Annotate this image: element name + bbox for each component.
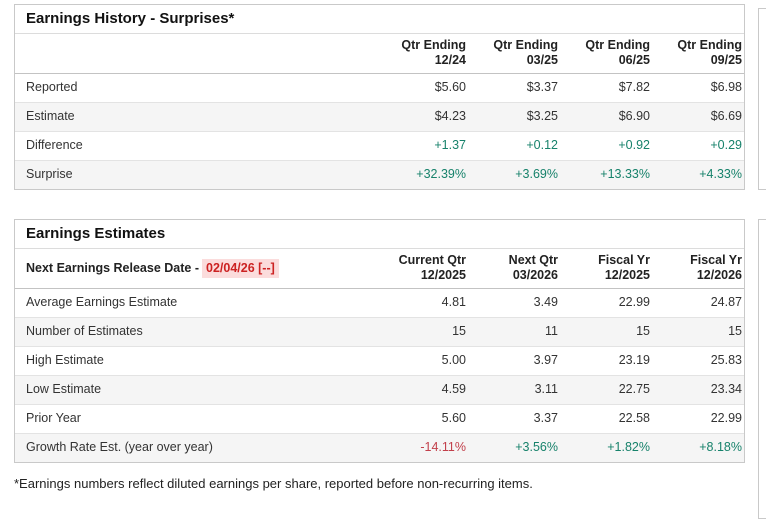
table-cell: $7.82 — [618, 80, 650, 94]
empty-header-cell — [15, 34, 376, 74]
table-cell: $6.98 — [710, 80, 742, 94]
next-earnings-release-label: Next Earnings Release Date - — [26, 260, 199, 275]
column-header-line1: Next Qtr — [508, 253, 558, 267]
table-cell: 15 — [652, 317, 744, 347]
row-number-of-estimates: Number of Estimates 15 11 15 15 — [15, 317, 744, 347]
row-label: High Estimate — [15, 346, 376, 376]
row-surprise: Surprise +32.39% +3.69% +13.33% +4.33% — [15, 160, 744, 189]
column-header-line1: Qtr Ending — [493, 38, 558, 52]
column-header-fiscal-yr-2026: Fiscal Yr 12/2026 — [652, 249, 744, 289]
earnings-history-header-row: Qtr Ending 12/24 Qtr Ending 03/25 Qtr Endi… — [15, 34, 744, 74]
column-header-current-qtr: Current Qtr 12/2025 — [376, 249, 468, 289]
earnings-estimates-header-row: Next Earnings Release Date -02/04/26 [--… — [15, 249, 744, 289]
row-growth-rate-est: Growth Rate Est. (year over year) -14.11… — [15, 433, 744, 462]
table-cell: 22.58 — [560, 404, 652, 434]
row-estimate: Estimate $4.23 $3.25 $6.90 $6.69 — [15, 102, 744, 132]
column-header-line2: 09/25 — [710, 53, 742, 67]
column-header-line2: 03/25 — [526, 53, 558, 67]
table-cell: 3.49 — [533, 295, 558, 309]
row-prior-year: Prior Year 5.60 3.37 22.58 22.99 — [15, 404, 744, 434]
row-label: Average Earnings Estimate — [26, 295, 178, 309]
column-header-line1: Fiscal Yr — [690, 253, 742, 267]
row-label: Surprise — [15, 160, 376, 189]
row-label: Number of Estimates — [15, 317, 376, 347]
column-header-line1: Current Qtr — [398, 253, 466, 267]
row-reported: Reported $5.60 $3.37 $7.82 $6.98 — [15, 74, 744, 103]
table-cell: 3.37 — [468, 404, 560, 434]
column-header-line2: 12/2026 — [696, 268, 742, 282]
earnings-estimates-title: Earnings Estimates — [15, 220, 744, 249]
table-cell: 5.00 — [376, 346, 468, 376]
row-difference: Difference +1.37 +0.12 +0.92 +0.29 — [15, 131, 744, 161]
table-cell: 15 — [376, 317, 468, 347]
column-header-next-qtr: Next Qtr 03/2026 — [468, 249, 560, 289]
earnings-history-table: Qtr Ending 12/24 Qtr Ending 03/25 Qtr Endi… — [15, 34, 744, 189]
row-label: Difference — [15, 131, 376, 161]
column-header-line2: 12/24 — [434, 53, 466, 67]
column-header-qtr-0625: Qtr Ending 06/25 — [560, 34, 652, 74]
row-label: Reported — [26, 80, 78, 94]
table-cell: $6.90 — [560, 102, 652, 132]
row-label: Growth Rate Est. (year over year) — [15, 433, 376, 462]
table-cell: +4.33% — [652, 160, 744, 189]
table-cell: +1.82% — [560, 433, 652, 462]
table-cell: 23.34 — [652, 375, 744, 405]
table-cell: +0.92 — [560, 131, 652, 161]
table-cell: $3.37 — [526, 80, 558, 94]
table-cell: 3.11 — [468, 375, 560, 405]
earnings-estimates-panel: Earnings Estimates Next Earnings Release… — [14, 219, 745, 463]
table-cell: 4.59 — [376, 375, 468, 405]
column-header-line1: Qtr Ending — [585, 38, 650, 52]
row-high-estimate: High Estimate 5.00 3.97 23.19 25.83 — [15, 346, 744, 376]
table-cell: +32.39% — [376, 160, 468, 189]
earnings-estimates-table: Next Earnings Release Date -02/04/26 [--… — [15, 249, 744, 462]
column-header-qtr-1224: Qtr Ending 12/24 — [376, 34, 468, 74]
table-cell: 5.60 — [376, 404, 468, 434]
table-cell: +0.12 — [468, 131, 560, 161]
table-cell: 23.19 — [560, 346, 652, 376]
row-label: Prior Year — [15, 404, 376, 434]
table-cell: $5.60 — [434, 80, 466, 94]
column-header-fiscal-yr-2025: Fiscal Yr 12/2025 — [560, 249, 652, 289]
table-cell: +3.69% — [468, 160, 560, 189]
column-header-line2: 12/2025 — [604, 268, 650, 282]
table-cell: 15 — [560, 317, 652, 347]
earnings-history-title: Earnings History - Surprises* — [15, 5, 744, 34]
adjacent-panel-edge-top — [758, 8, 766, 190]
table-cell: 11 — [468, 317, 560, 347]
table-cell: -14.11% — [376, 433, 468, 462]
table-cell: +13.33% — [560, 160, 652, 189]
table-cell: 24.87 — [710, 295, 742, 309]
column-header-line1: Qtr Ending — [401, 38, 466, 52]
column-header-line2: 03/2026 — [512, 268, 558, 282]
table-cell: 22.75 — [560, 375, 652, 405]
earnings-footnote: *Earnings numbers reflect diluted earnin… — [14, 476, 533, 491]
row-label: Estimate — [15, 102, 376, 132]
table-cell: $6.69 — [652, 102, 744, 132]
adjacent-panel-edge-bottom — [758, 219, 766, 519]
row-average-earnings-estimate: Average Earnings Estimate 4.81 3.49 22.9… — [15, 289, 744, 318]
row-label: Low Estimate — [15, 375, 376, 405]
table-cell: 3.97 — [468, 346, 560, 376]
table-cell: 4.81 — [441, 295, 466, 309]
table-cell: +8.18% — [652, 433, 744, 462]
next-earnings-release-date[interactable]: 02/04/26 [--] — [202, 258, 279, 278]
table-cell: +1.37 — [376, 131, 468, 161]
table-cell: 22.99 — [652, 404, 744, 434]
table-cell: +3.56% — [468, 433, 560, 462]
table-cell: $4.23 — [376, 102, 468, 132]
column-header-qtr-0325: Qtr Ending 03/25 — [468, 34, 560, 74]
row-low-estimate: Low Estimate 4.59 3.11 22.75 23.34 — [15, 375, 744, 405]
column-header-qtr-0925: Qtr Ending 09/25 — [652, 34, 744, 74]
column-header-line1: Qtr Ending — [677, 38, 742, 52]
column-header-line1: Fiscal Yr — [598, 253, 650, 267]
table-cell: $3.25 — [468, 102, 560, 132]
table-cell: 22.99 — [618, 295, 650, 309]
column-header-line2: 06/25 — [618, 53, 650, 67]
table-cell: 25.83 — [652, 346, 744, 376]
earnings-history-panel: Earnings History - Surprises* Qtr Ending… — [14, 4, 745, 190]
table-cell: +0.29 — [652, 131, 744, 161]
column-header-line2: 12/2025 — [420, 268, 466, 282]
next-earnings-release-cell: Next Earnings Release Date -02/04/26 [--… — [15, 249, 376, 289]
